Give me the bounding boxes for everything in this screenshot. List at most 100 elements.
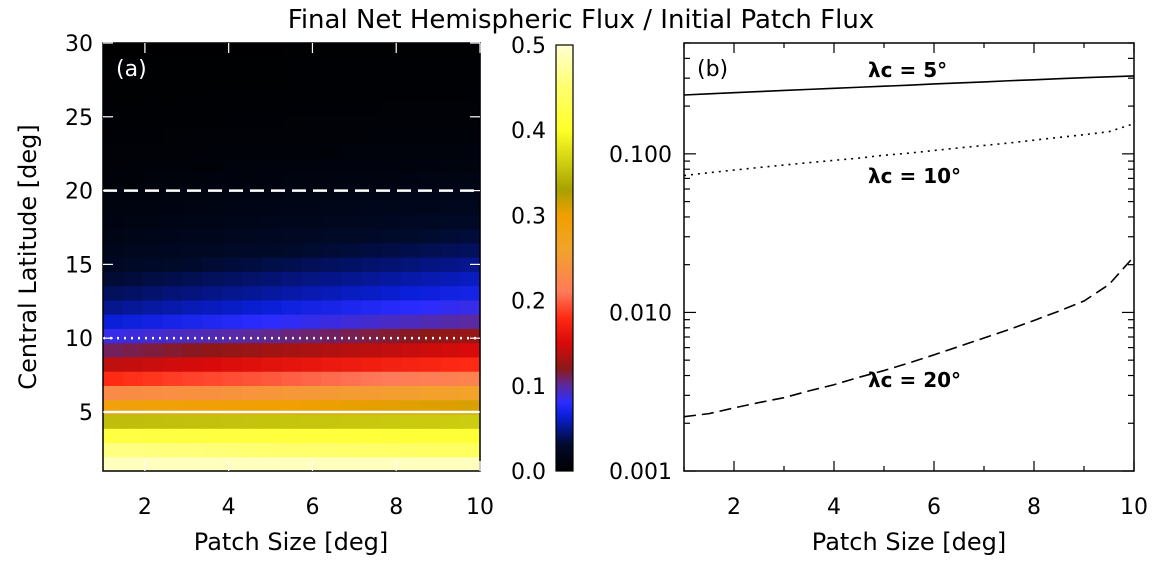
heatmap-cell	[360, 342, 382, 358]
heatmap-cell	[460, 271, 481, 287]
heatmap-cell	[400, 385, 422, 401]
heatmap-cell	[321, 285, 342, 301]
heatmap-cell	[341, 314, 362, 329]
heatmap-cell	[162, 314, 183, 329]
x-tick-label: 8	[1027, 495, 1041, 520]
heatmap-cell	[360, 228, 382, 244]
heatmap-cell	[420, 142, 441, 158]
heatmap-cell	[261, 356, 283, 372]
heatmap-cell	[103, 242, 124, 258]
heatmap-cell	[241, 114, 263, 130]
heatmap-cell	[360, 371, 382, 386]
heatmap-cell	[142, 128, 164, 144]
heatmap-cell	[202, 43, 223, 58]
heatmap-cell	[460, 128, 481, 144]
heatmap-cell	[341, 413, 362, 429]
x-tick-label: 6	[305, 495, 319, 520]
heatmap-cell	[301, 342, 322, 358]
heatmap-cell	[380, 299, 402, 315]
heatmap-cell	[122, 214, 144, 230]
heatmap-cell	[360, 328, 382, 344]
heatmap-cell	[440, 356, 461, 372]
heatmap-cell	[103, 456, 124, 472]
heatmap-cell	[182, 356, 203, 372]
heatmap-cell	[122, 413, 144, 429]
heatmap-cell	[122, 442, 144, 458]
heatmap-cell	[142, 299, 164, 315]
heatmap-cell	[400, 442, 422, 458]
heatmap-cell	[321, 356, 342, 372]
heatmap-cell	[400, 257, 422, 272]
heatmap-cell	[440, 157, 461, 172]
heatmap-cell	[460, 356, 481, 372]
heatmap-cell	[103, 342, 124, 358]
heatmap-cell	[460, 199, 481, 215]
heatmap-cell	[440, 314, 461, 329]
heatmap-cell	[182, 171, 203, 187]
panel-b-x-ticks: 2 4 6 8 10	[683, 43, 1148, 520]
heatmap-cell	[182, 199, 203, 215]
heatmap-cell	[321, 428, 342, 444]
heatmap-cell	[360, 157, 382, 172]
x-tick-label: 6	[927, 495, 941, 520]
heatmap-cell	[103, 114, 124, 130]
series-line-dashed	[683, 256, 1135, 418]
heatmap-cell	[420, 71, 441, 87]
heatmap-cell	[341, 299, 362, 315]
heatmap-cell	[400, 456, 422, 472]
heatmap-cell	[400, 356, 422, 372]
heatmap-cell	[162, 356, 183, 372]
heatmap-cell	[360, 100, 382, 115]
heatmap-cell	[360, 199, 382, 215]
heatmap-cell	[341, 257, 362, 272]
heatmap-cell	[341, 371, 362, 386]
heatmap-cell	[400, 43, 422, 58]
heatmap-cell	[281, 114, 303, 130]
heatmap-cell	[103, 285, 124, 301]
heatmap-cell	[281, 71, 303, 87]
heatmap-cell	[261, 328, 283, 344]
heatmap-cell	[142, 157, 164, 172]
heatmap-cell	[261, 456, 283, 472]
heatmap-cell	[440, 214, 461, 230]
heatmap-cell	[321, 157, 342, 172]
heatmap-cell	[103, 157, 124, 172]
heatmap-cell	[400, 57, 422, 73]
heatmap-cell	[142, 199, 164, 215]
heatmap-cell	[360, 428, 382, 444]
heatmap-cell	[321, 128, 342, 144]
heatmap-cell	[182, 413, 203, 429]
y-tick-label: 25	[65, 106, 93, 131]
heatmap-cell	[241, 71, 263, 87]
heatmap-cell	[440, 413, 461, 429]
y-tick-label: 30	[65, 32, 93, 57]
heatmap-cell	[142, 328, 164, 344]
heatmap-cell	[400, 371, 422, 386]
heatmap-cell	[440, 199, 461, 215]
heatmap-cell	[380, 71, 402, 87]
heatmap-cell	[380, 100, 402, 115]
heatmap-cell	[420, 342, 441, 358]
heatmap-cell	[222, 171, 243, 187]
heatmap-cell	[420, 242, 441, 258]
heatmap-cell	[222, 428, 243, 444]
heatmap-cell	[301, 114, 322, 130]
heatmap-cell	[241, 328, 263, 344]
heatmap-cell	[162, 328, 183, 344]
heatmap-cell	[301, 285, 322, 301]
heatmap-cell	[281, 285, 303, 301]
heatmap-cell	[460, 114, 481, 130]
heatmap-cell	[420, 43, 441, 58]
heatmap-cell	[281, 342, 303, 358]
heatmap-cell	[380, 171, 402, 187]
y-tick-label: 0.100	[609, 143, 672, 168]
heatmap-cell	[202, 356, 223, 372]
heatmap-cell	[380, 442, 402, 458]
heatmap-cell	[380, 413, 402, 429]
heatmap-cell	[460, 214, 481, 230]
heatmap-cell	[202, 285, 223, 301]
heatmap-cell	[321, 442, 342, 458]
panel-a-x-axis-label: Patch Size [deg]	[194, 528, 388, 556]
heatmap-cell	[202, 271, 223, 287]
heatmap-cell	[202, 371, 223, 386]
